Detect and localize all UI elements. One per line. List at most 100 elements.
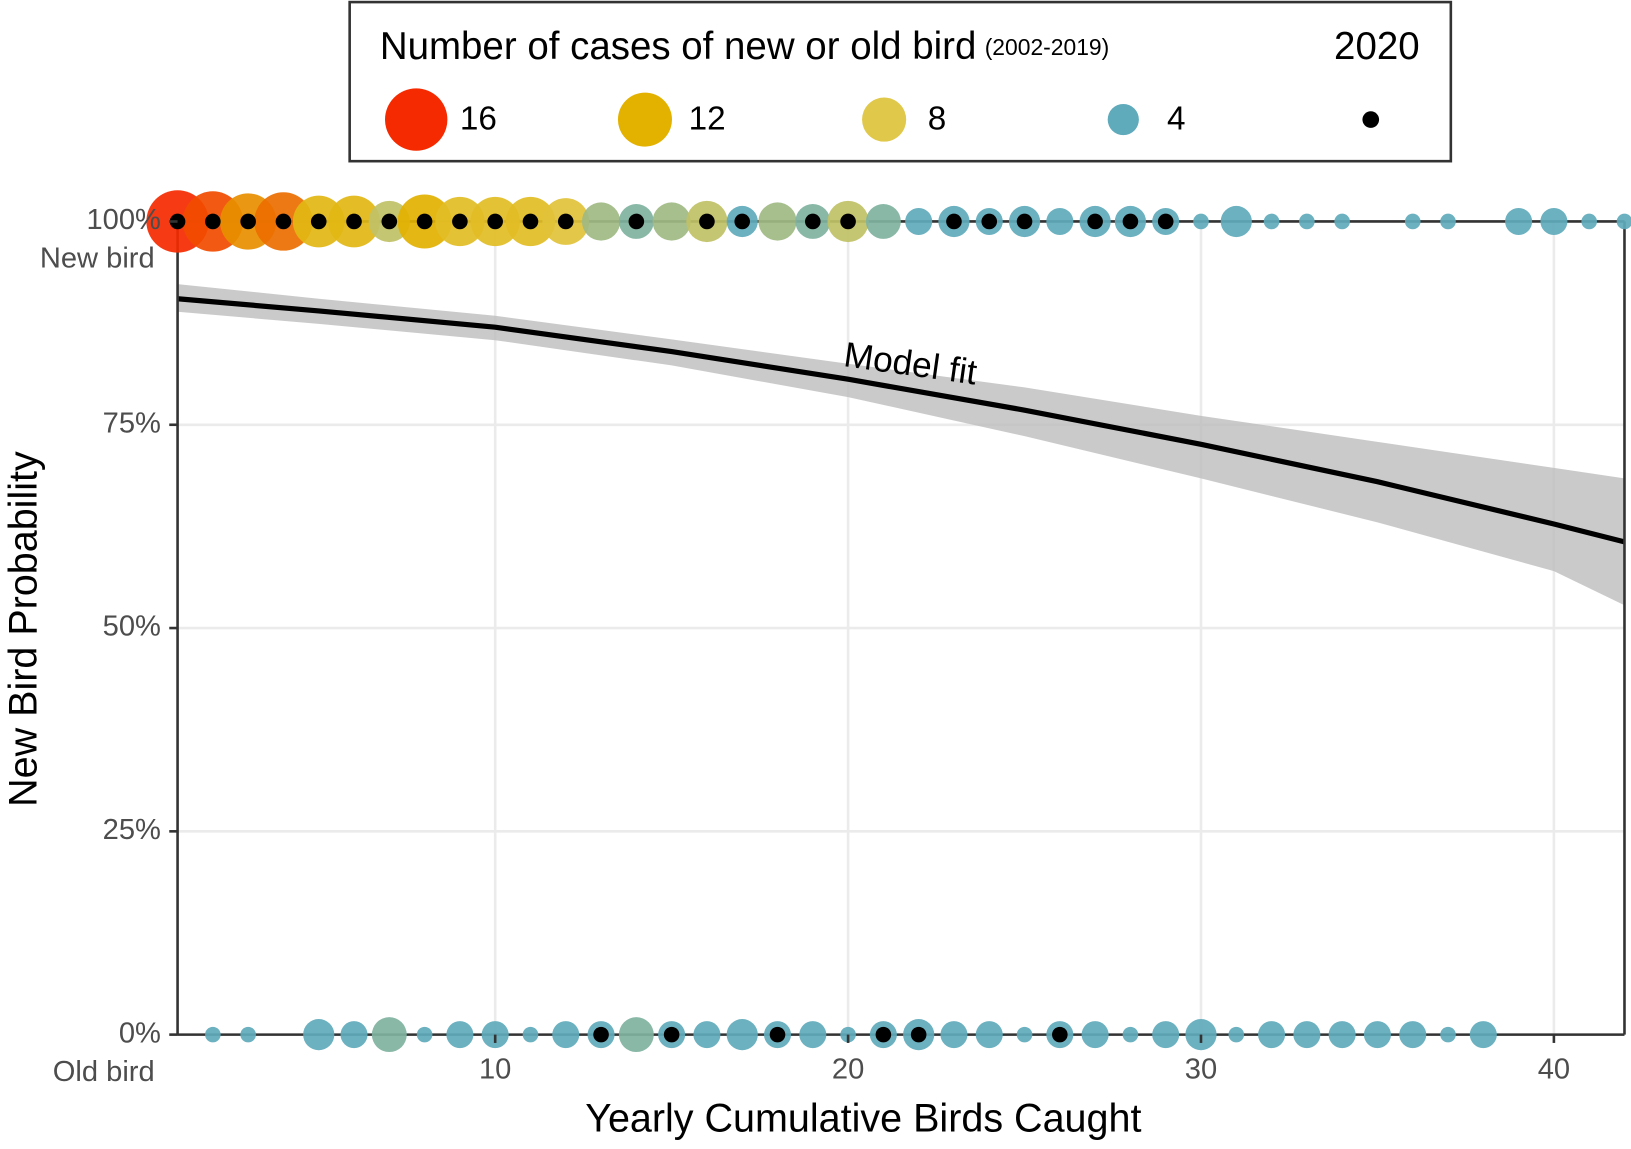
point-2020: [1087, 213, 1103, 230]
bubble: [1581, 213, 1597, 230]
point-2020: [381, 213, 398, 230]
bubble: [1228, 1026, 1245, 1043]
legend-label: 16: [460, 100, 497, 137]
point-2020: [663, 1026, 680, 1043]
bubble: [416, 1026, 433, 1043]
point-2020: [628, 213, 645, 230]
bubble: [1193, 213, 1209, 230]
bubble: [1152, 1021, 1180, 1049]
legend-bubble: [1107, 103, 1139, 136]
point-2020: [416, 213, 433, 230]
point-2020: [769, 1026, 786, 1043]
point-2020: [487, 213, 503, 230]
y-axis-title: New Bird Probability: [2, 451, 46, 807]
bubble: [1505, 207, 1533, 235]
point-2020: [734, 213, 751, 230]
points-layer: [146, 190, 1631, 1053]
bubble: [205, 1026, 221, 1043]
y-tick-label: 25%: [103, 814, 161, 846]
bubble: [1404, 213, 1421, 230]
bubble: [693, 1021, 721, 1049]
bubble: [1540, 207, 1568, 235]
legend-2020-dot: [1362, 111, 1380, 128]
bubble: [303, 1019, 335, 1051]
bubble: [371, 1017, 407, 1053]
bubble: [726, 1019, 758, 1051]
point-2020: [1157, 213, 1174, 230]
x-tick-label: 20: [832, 1054, 864, 1086]
point-2020: [981, 213, 998, 230]
bubble: [1363, 1021, 1391, 1049]
bubble: [1046, 207, 1074, 235]
legend-label: 4: [1167, 100, 1186, 137]
point-2020: [805, 213, 821, 230]
bubble: [618, 1017, 654, 1053]
y-group-label: New bird: [40, 243, 155, 275]
bubble: [340, 1021, 368, 1049]
bubble: [1220, 205, 1252, 238]
point-2020: [946, 213, 962, 230]
bubble: [652, 202, 691, 241]
bubble: [940, 1021, 968, 1049]
legend-subtitle: (2002-2019): [985, 34, 1110, 60]
bubble: [1440, 1026, 1456, 1043]
x-tick-label: 40: [1538, 1054, 1570, 1086]
bubble: [905, 207, 933, 235]
bubble: [240, 1026, 256, 1043]
bubble: [581, 202, 621, 241]
bubble: [1299, 213, 1315, 230]
bubble: [1016, 1026, 1033, 1043]
bubble: [446, 1021, 474, 1049]
bubble: [1328, 1021, 1356, 1049]
legend-title: Number of cases of new or old bird (2002-…: [380, 25, 1109, 68]
bubble: [522, 1026, 539, 1043]
bubble: [758, 202, 797, 241]
point-2020: [699, 213, 715, 230]
y-tick-label: 75%: [103, 407, 161, 439]
legend-bubble: [617, 92, 672, 147]
point-2020: [840, 213, 856, 230]
ticks-layer: 10 20 30 40 0% 25% 50% 75% 100% New bird Old bird: [40, 204, 1570, 1088]
legend-bubble: [862, 97, 907, 142]
bubble: [552, 1021, 580, 1049]
x-axis-title: Yearly Cumulative Birds Caught: [585, 1096, 1141, 1140]
point-2020: [452, 213, 468, 230]
y-tick-label: 100%: [86, 204, 160, 236]
bubble: [865, 204, 901, 239]
point-2020: [910, 1026, 927, 1043]
bubble: [799, 1021, 827, 1049]
bubble: [1399, 1021, 1427, 1049]
y-group-label: Old bird: [53, 1056, 155, 1088]
bubble: [1334, 213, 1350, 230]
bubble: [1616, 213, 1631, 230]
legend-box: [348, 0, 1453, 163]
point-2020: [310, 213, 327, 230]
legend-bubble: [385, 88, 448, 151]
x-tick-label: 30: [1185, 1054, 1217, 1086]
legend-label: 8: [928, 100, 947, 137]
bubble: [1122, 1026, 1139, 1043]
bubble: [840, 1026, 856, 1043]
legend-title-main: Number of cases of new or old bird: [380, 25, 977, 68]
point-2020: [346, 213, 362, 230]
bubble: [1293, 1021, 1321, 1049]
fit-band: [177, 284, 1625, 606]
point-2020: [240, 213, 256, 230]
fit-band-layer: [177, 284, 1626, 606]
legend-label: 12: [689, 100, 726, 137]
point-2020: [593, 1026, 609, 1043]
point-2020: [1052, 1026, 1068, 1043]
y-tick-label: 50%: [103, 611, 161, 643]
x-tick-label: 10: [479, 1054, 511, 1086]
fit-line: [177, 296, 1626, 545]
bubble: [1258, 1021, 1286, 1049]
bubble: [975, 1021, 1003, 1049]
point-2020: [205, 213, 221, 230]
bubble: [481, 1021, 509, 1049]
bubble: [1185, 1019, 1217, 1051]
legend-2020-title: 2020: [1334, 25, 1420, 68]
point-2020: [1016, 213, 1033, 230]
point-2020: [557, 213, 574, 230]
